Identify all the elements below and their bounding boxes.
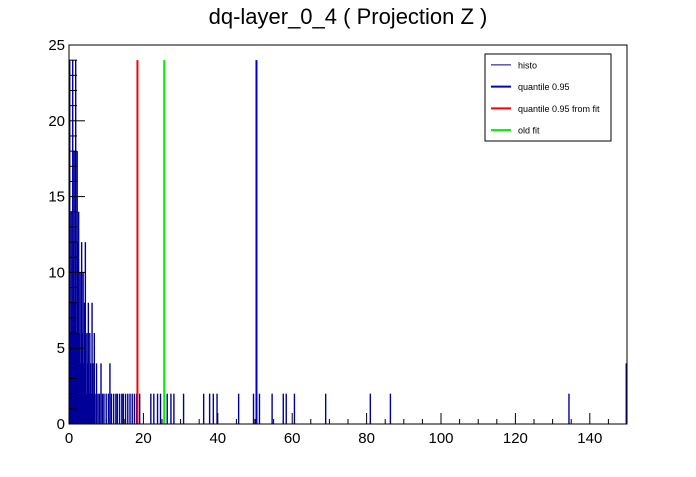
y-tick-label: 5 bbox=[57, 340, 65, 357]
x-tick-label: 140 bbox=[577, 430, 602, 447]
x-tick-label: 60 bbox=[284, 430, 301, 447]
legend-label: histo bbox=[518, 60, 537, 70]
legend-label: quantile 0.95 from fit bbox=[518, 104, 600, 114]
legend-label: old fit bbox=[518, 126, 540, 136]
legend-label: quantile 0.95 bbox=[518, 82, 570, 92]
y-tick-label: 20 bbox=[48, 113, 65, 130]
x-tick-label: 80 bbox=[358, 430, 375, 447]
y-tick-label: 0 bbox=[57, 416, 65, 433]
legend-box bbox=[484, 53, 612, 142]
x-tick-label: 120 bbox=[503, 430, 528, 447]
x-tick-label: 100 bbox=[428, 430, 453, 447]
y-tick-label: 15 bbox=[48, 189, 65, 206]
x-tick-label: 0 bbox=[65, 430, 73, 447]
y-tick-label: 25 bbox=[48, 37, 65, 54]
marker-lines bbox=[136, 60, 258, 424]
y-tick-label: 10 bbox=[48, 264, 65, 281]
axes: 0 20 40 60 80 100 120 140 0 5 10 15 20 25 bbox=[48, 37, 628, 447]
chart-title: dq-layer_0_4 ( Projection Z ) bbox=[209, 4, 488, 29]
x-tick-label: 20 bbox=[135, 430, 152, 447]
legend: histo quantile 0.95 quantile 0.95 from fit… bbox=[484, 53, 612, 142]
x-tick-label: 40 bbox=[209, 430, 226, 447]
